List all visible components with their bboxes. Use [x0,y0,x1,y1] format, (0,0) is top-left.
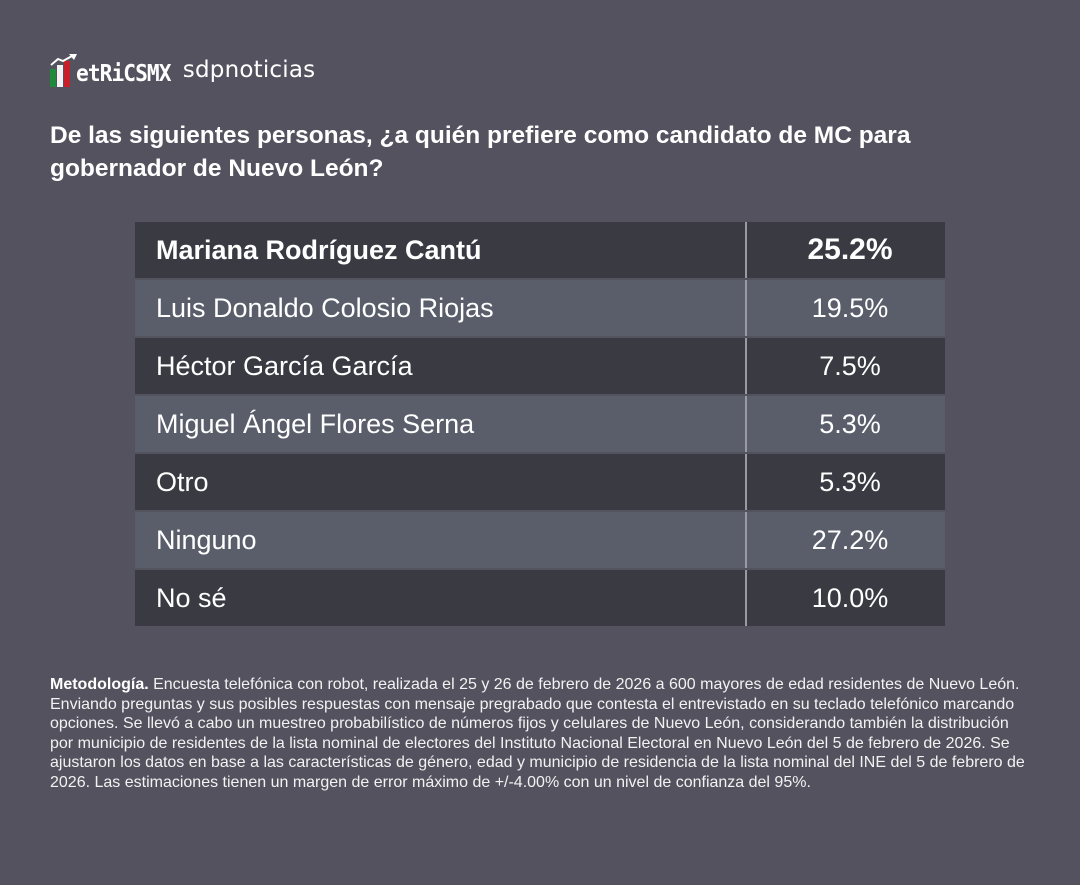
option-percentage: 27.2% [811,524,889,555]
table-row: Ninguno 27.2% [135,512,945,568]
candidate-percentage: 5.3% [819,408,881,439]
candidate-percentage: 25.2% [807,233,893,266]
methodology-text: Encuesta telefónica con robot, realizada… [50,676,1025,791]
question-title: De las siguientes personas, ¿a quién pre… [50,122,911,182]
option-name: No sé [135,570,747,626]
candidate-name: Mariana Rodríguez Cantú [135,222,747,278]
candidate-name: Héctor García García [135,338,747,394]
option-percentage: 5.3% [819,466,881,497]
trend-arrow-bars-icon [50,53,77,87]
candidate-name: Miguel Ángel Flores Serna [135,396,747,452]
candidate-name: Luis Donaldo Colosio Riojas [135,280,747,336]
metricsmx-wordmark: etRiCSMX [76,61,171,87]
candidate-percentage: 7.5% [819,350,881,381]
table-row: Miguel Ángel Flores Serna 5.3% [135,396,945,452]
table-row: Luis Donaldo Colosio Riojas 19.5% [135,280,945,336]
table-row: Otro 5.3% [135,454,945,510]
methodology-note: Metodología. Encuesta telefónica con rob… [50,675,1030,792]
results-table: Mariana Rodríguez Cantú 25.2% Luis Donal… [135,222,945,628]
table-row: Héctor García García 7.5% [135,338,945,394]
brand-logos: etRiCSMX sdpnoticias [50,50,315,90]
candidate-percentage: 19.5% [811,292,889,323]
methodology-label: Metodología. [50,676,149,693]
option-name: Otro [135,454,747,510]
table-row: No sé 10.0% [135,570,945,626]
sdpnoticias-wordmark: sdpnoticias [182,57,316,83]
metricsmx-logo: etRiCSMX [50,53,179,87]
option-name: Ninguno [135,512,747,568]
table-row: Mariana Rodríguez Cantú 25.2% [135,222,945,278]
option-percentage: 10.0% [811,582,889,613]
